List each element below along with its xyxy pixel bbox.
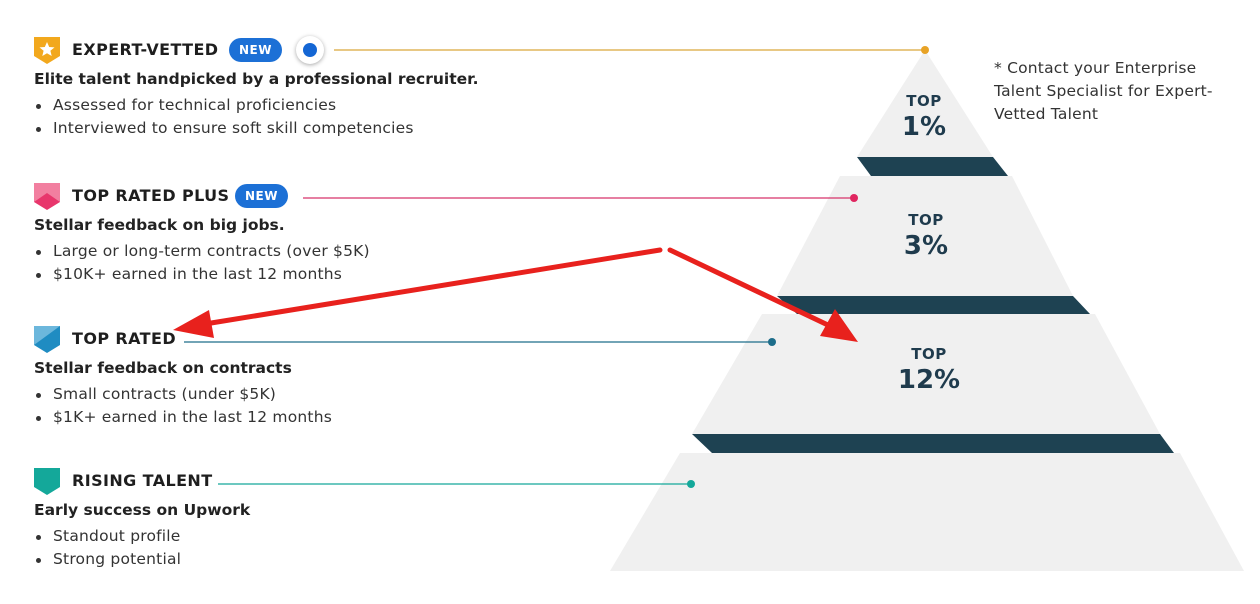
pyramid-band-3 — [692, 434, 1174, 453]
connector-dot-expert-vetted — [921, 46, 929, 54]
pink-badge-icon — [34, 183, 60, 210]
tier-title: TOP RATED PLUS — [72, 186, 230, 205]
tier-title: EXPERT-VETTED — [72, 40, 219, 59]
annotation-arrowhead-left — [173, 310, 214, 338]
tier-title: TOP RATED — [72, 329, 176, 348]
tier-bullet-list: Large or long-term contracts (over $5K) … — [34, 240, 370, 286]
tier-rising-talent: RISING TALENT Early success on Upwork St… — [34, 467, 250, 571]
list-item: $1K+ earned in the last 12 months — [34, 406, 332, 429]
info-dot-icon[interactable] — [296, 36, 324, 64]
tier-subtitle: Stellar feedback on contracts — [34, 359, 292, 377]
tier-subtitle: Elite talent handpicked by a professiona… — [34, 70, 479, 88]
pyramid-label-percent: 3% — [903, 231, 949, 261]
list-item: $10K+ earned in the last 12 months — [34, 263, 370, 286]
tier-bullet-list: Small contracts (under $5K) $1K+ earned … — [34, 383, 332, 429]
annotation-arrowhead-right — [820, 309, 858, 342]
pyramid-label-top-word: TOP — [908, 211, 944, 229]
tier-top-rated: TOP RATED Stellar feedback on contracts … — [34, 325, 332, 429]
pyramid-label-percent: 1% — [901, 112, 947, 142]
pyramid-label-top-3: TOP 3% — [866, 211, 986, 261]
pyramid-label-percent: 12% — [897, 365, 961, 395]
pyramid-label-top-word: TOP — [911, 345, 947, 363]
annotation-arrow-left — [202, 247, 663, 327]
tier-top-rated-plus: TOP RATED PLUS NEW Stellar feedback on b… — [34, 182, 370, 286]
list-item: Interviewed to ensure soft skill compete… — [34, 117, 478, 140]
list-item: Standout profile — [34, 525, 250, 548]
list-item: Small contracts (under $5K) — [34, 383, 332, 406]
annotation-arrows — [173, 247, 858, 342]
tier-expert-vetted: EXPERT-VETTED NEW Elite talent handpicke… — [34, 36, 478, 140]
list-item: Large or long-term contracts (over $5K) — [34, 240, 370, 263]
tier-bullet-list: Assessed for technical proficiencies Int… — [34, 94, 478, 140]
tier-subtitle: Early success on Upwork — [34, 501, 251, 519]
list-item: Assessed for technical proficiencies — [34, 94, 478, 117]
pyramid-band-1 — [857, 157, 1008, 176]
tier-subtitle: Stellar feedback on big jobs. — [34, 216, 285, 234]
pyramid-tier-4 — [610, 453, 1244, 571]
star-badge-icon — [34, 37, 60, 64]
pyramid-label-top-word: TOP — [906, 92, 942, 110]
pyramid-label-top-12: TOP 12% — [869, 345, 989, 395]
enterprise-note: * Contact your Enterprise Talent Special… — [994, 59, 1213, 123]
connector-dot-rising-talent — [687, 480, 695, 488]
connector-dot-top-rated — [768, 338, 776, 346]
pyramid-tier-2 — [777, 176, 1073, 296]
connector-dot-top-rated-plus — [850, 194, 858, 202]
pyramid-label-top-1: TOP 1% — [864, 92, 984, 142]
new-badge: NEW — [229, 38, 282, 62]
pyramid-tier-1 — [857, 50, 993, 157]
tier-bullet-list: Standout profile Strong potential — [34, 525, 250, 571]
blue-badge-icon — [34, 326, 60, 353]
annotation-arrow-right — [667, 247, 833, 329]
teal-badge-icon — [34, 468, 60, 495]
tier-title: RISING TALENT — [72, 471, 213, 490]
list-item: Strong potential — [34, 548, 250, 571]
new-badge: NEW — [235, 184, 288, 208]
pyramid-tier-3 — [692, 314, 1160, 434]
pyramid-band-2 — [777, 296, 1090, 314]
